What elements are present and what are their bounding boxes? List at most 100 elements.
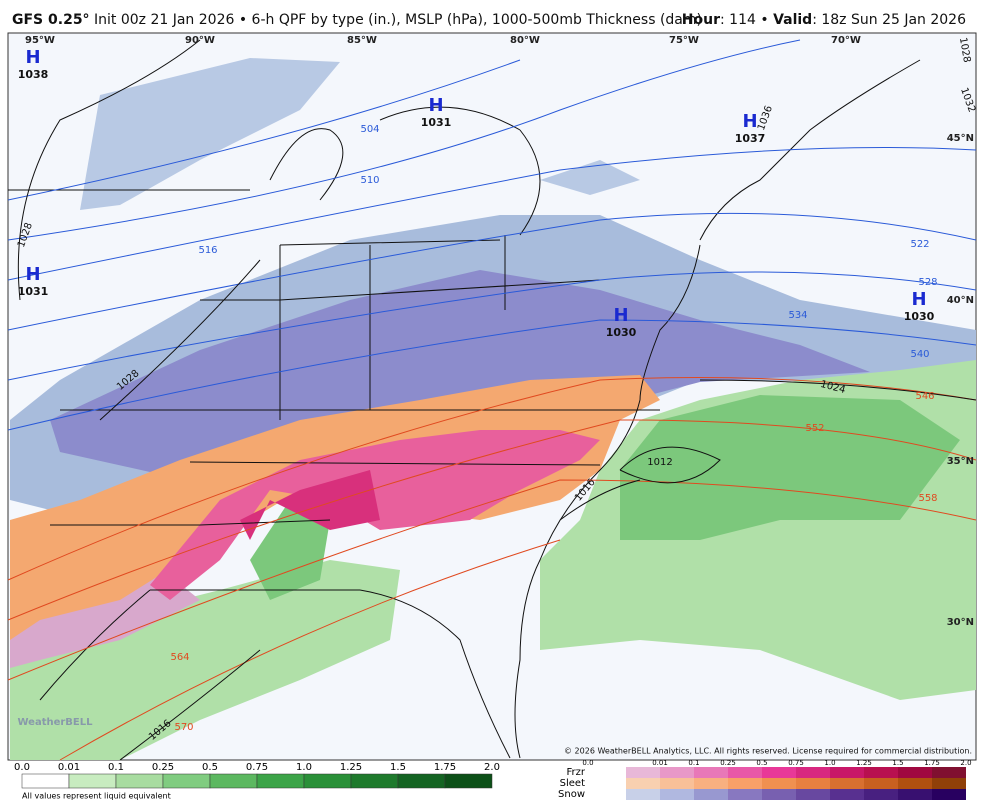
rain-swatch bbox=[209, 773, 258, 789]
type-swatch bbox=[796, 778, 830, 789]
type-swatch bbox=[830, 778, 864, 789]
type-tick-label: 0.5 bbox=[756, 759, 767, 767]
high-pressure: 1031 bbox=[421, 116, 452, 129]
thickness-label: 516 bbox=[198, 245, 217, 256]
rain-tick-label: 0.01 bbox=[58, 762, 80, 773]
type-tick-label: 2.0 bbox=[960, 759, 971, 767]
type-swatch bbox=[864, 767, 898, 778]
type-tick-label: 0.0 bbox=[582, 759, 593, 767]
longitude-label: 95°W bbox=[25, 35, 55, 46]
rain-tick-label: 0.75 bbox=[246, 762, 268, 773]
latitude-label: 35°N bbox=[947, 456, 974, 467]
thickness-label: 534 bbox=[788, 310, 807, 321]
longitude-label: 75°W bbox=[669, 35, 699, 46]
valid-part: Valid bbox=[773, 12, 812, 28]
valid-part: : 18z Sun 25 Jan 2026 bbox=[812, 12, 966, 28]
valid-time: Hour: 114 • Valid: 18z Sun 25 Jan 2026 bbox=[682, 12, 966, 28]
high-symbol: H bbox=[911, 289, 926, 310]
type-swatch bbox=[660, 778, 694, 789]
rain-tick-label: 2.0 bbox=[484, 762, 500, 773]
longitude-label: 80°W bbox=[510, 35, 540, 46]
rain-tick-label: 1.5 bbox=[390, 762, 406, 773]
rain-swatch bbox=[397, 773, 446, 789]
thickness-label: 552 bbox=[805, 423, 824, 434]
type-tick-label: 1.0 bbox=[824, 759, 835, 767]
longitude-label: 70°W bbox=[831, 35, 861, 46]
rain-swatch bbox=[21, 773, 70, 789]
type-swatch bbox=[898, 789, 932, 800]
precip-type: Sleet bbox=[560, 778, 585, 789]
high-symbol: H bbox=[25, 47, 40, 68]
high-symbol: H bbox=[428, 95, 443, 116]
precip bbox=[10, 58, 976, 760]
type-swatch bbox=[626, 789, 660, 800]
copyright: © 2026 WeatherBELL Analytics, LLC. All r… bbox=[564, 747, 972, 756]
rain-tick-label: 0.25 bbox=[152, 762, 174, 773]
type-swatch bbox=[660, 767, 694, 778]
borders bbox=[8, 59, 921, 759]
type-tick-label: 1.25 bbox=[856, 759, 872, 767]
precip-type: Frzr bbox=[567, 767, 586, 778]
type-swatch bbox=[830, 767, 864, 778]
high-pressure: 1037 bbox=[735, 132, 766, 145]
legend-note: All values represent liquid equivalent bbox=[22, 792, 171, 801]
type-swatch bbox=[898, 767, 932, 778]
type-tick-label: 0.25 bbox=[720, 759, 736, 767]
high-pressure: 1031 bbox=[18, 285, 49, 298]
type-swatch bbox=[762, 789, 796, 800]
rain-swatch bbox=[256, 773, 305, 789]
rain-swatch bbox=[444, 773, 493, 789]
high-pressure: 1030 bbox=[904, 310, 935, 323]
model-name: GFS 0.25° bbox=[12, 12, 90, 28]
thickness-label: 570 bbox=[174, 722, 193, 733]
type-swatch bbox=[762, 778, 796, 789]
thickness-label: 522 bbox=[910, 239, 929, 250]
type-swatch bbox=[694, 778, 728, 789]
rain-tick-label: 1.25 bbox=[340, 762, 362, 773]
rain-tick-label: 0.5 bbox=[202, 762, 218, 773]
longitude-label: 85°W bbox=[347, 35, 377, 46]
type-tick-label: 0.75 bbox=[788, 759, 804, 767]
type-swatch bbox=[932, 778, 966, 789]
isobar-label: 1012 bbox=[647, 457, 672, 468]
high-symbol: H bbox=[613, 305, 628, 326]
type-swatch bbox=[728, 778, 762, 789]
type-swatch bbox=[694, 767, 728, 778]
isobar-label: 1028 bbox=[957, 37, 972, 64]
type-swatch bbox=[932, 789, 966, 800]
rain-tick-label: 0.1 bbox=[108, 762, 124, 773]
type-swatch bbox=[728, 789, 762, 800]
type-swatch bbox=[626, 767, 660, 778]
thickness-label: 504 bbox=[360, 124, 379, 135]
type-swatch bbox=[932, 767, 966, 778]
rain-tick-label: 1.0 bbox=[296, 762, 312, 773]
high-pressure: 1030 bbox=[606, 326, 637, 339]
type-tick-label: 0.1 bbox=[688, 759, 699, 767]
rain-swatch bbox=[162, 773, 211, 789]
rain-swatch bbox=[303, 773, 352, 789]
header: GFS 0.25° Init 00z 21 Jan 2026 • 6-h QPF… bbox=[12, 12, 702, 28]
thickness-label: 558 bbox=[918, 493, 937, 504]
thickness-label: 528 bbox=[918, 277, 937, 288]
type-swatch bbox=[864, 778, 898, 789]
product-description: Init 00z 21 Jan 2026 • 6-h QPF by type (… bbox=[94, 12, 702, 28]
thickness-lines-warm bbox=[7, 377, 977, 761]
high-symbol: H bbox=[742, 111, 757, 132]
type-swatch bbox=[660, 789, 694, 800]
type-tick-label: 1.75 bbox=[924, 759, 940, 767]
type-swatch bbox=[898, 778, 932, 789]
type-swatch bbox=[796, 789, 830, 800]
type-swatch bbox=[864, 789, 898, 800]
thickness-lines bbox=[7, 39, 977, 431]
logo: WeatherBELL bbox=[17, 717, 93, 728]
type-swatch bbox=[762, 767, 796, 778]
rain-swatch bbox=[350, 773, 399, 789]
precip-type: Snow bbox=[558, 789, 585, 800]
rain-swatch bbox=[115, 773, 164, 789]
type-swatch bbox=[626, 778, 660, 789]
high-pressure: 1038 bbox=[18, 68, 49, 81]
type-swatch bbox=[830, 789, 864, 800]
type-swatch bbox=[728, 767, 762, 778]
